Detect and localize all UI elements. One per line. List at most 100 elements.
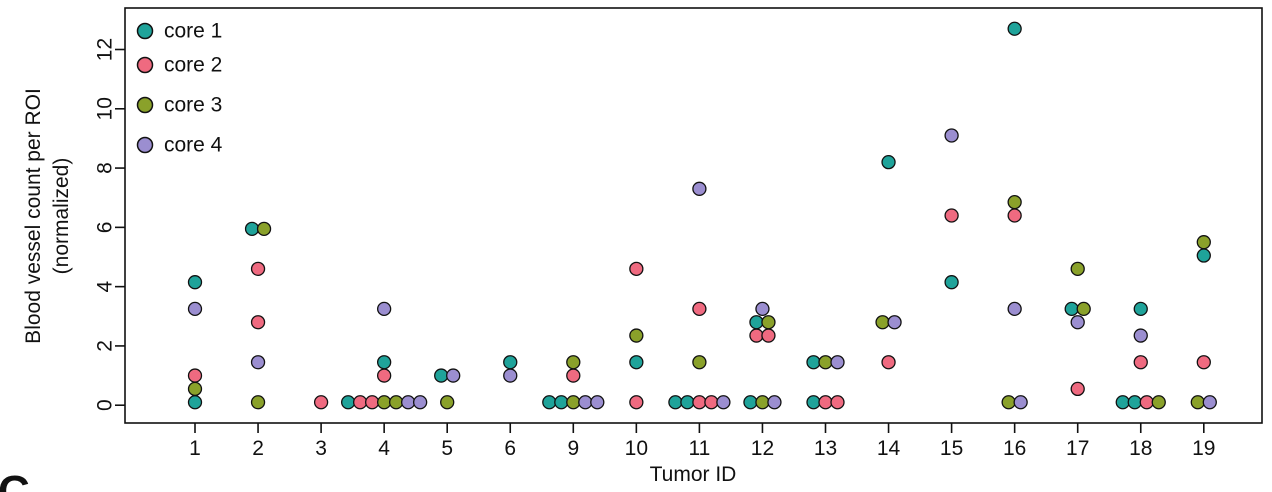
data-point-core-1	[503, 355, 518, 370]
data-point-core-1	[806, 355, 821, 370]
data-point-core-3	[440, 395, 455, 410]
data-point-core-2	[629, 395, 644, 410]
data-point-core-1	[244, 221, 260, 236]
data-point-core-2	[818, 395, 833, 410]
legend-marker	[136, 56, 154, 74]
data-point-core-3	[692, 355, 707, 370]
data-point-core-1	[434, 368, 449, 383]
data-point-core-1	[944, 275, 959, 290]
data-point-core-1	[806, 395, 821, 410]
panel-letter: C	[0, 467, 30, 492]
data-point-core-2	[566, 368, 581, 383]
data-point-core-3	[1196, 235, 1211, 250]
data-point-core-4	[412, 395, 428, 410]
x-tick-label: 2	[252, 437, 264, 460]
data-point-core-3	[755, 395, 770, 410]
data-point-core-1	[1133, 301, 1148, 317]
y-tick-label: 6	[94, 222, 117, 234]
data-points	[187, 21, 1217, 410]
data-point-core-3	[818, 355, 833, 370]
data-point-core-3	[256, 221, 272, 236]
x-tick-label: 3	[315, 437, 327, 460]
data-point-core-3	[1001, 395, 1016, 410]
data-point-core-4	[887, 315, 902, 330]
data-point-core-2	[364, 395, 380, 410]
x-tick-label: 5	[441, 437, 453, 460]
data-point-core-2	[944, 208, 959, 223]
data-point-core-2	[692, 395, 707, 410]
data-point-core-1	[554, 395, 569, 410]
data-point-core-1	[881, 154, 896, 170]
data-point-core-2	[1133, 355, 1148, 370]
data-point-core-2	[1139, 395, 1154, 410]
data-point-core-4	[1013, 395, 1028, 410]
x-tick-label: 13	[814, 437, 837, 460]
data-point-core-2	[749, 328, 764, 343]
x-axis-title: Tumor ID	[650, 463, 737, 486]
data-point-core-3	[1070, 261, 1085, 277]
data-point-core-1	[629, 355, 644, 370]
x-tick-label: 10	[625, 437, 648, 460]
data-point-core-4	[590, 395, 605, 410]
data-point-core-1	[1064, 301, 1079, 317]
data-point-core-3	[875, 315, 890, 330]
data-point-core-3	[250, 395, 266, 410]
data-point-core-4	[1007, 301, 1022, 317]
legend: core 1 core 2 core 3 core 4	[136, 20, 223, 157]
data-point-core-3	[566, 395, 581, 410]
x-tick-label: 6	[504, 437, 516, 460]
data-point-core-3	[1190, 395, 1205, 410]
y-tick-label: 0	[94, 399, 117, 411]
x-tick-label: 1	[189, 437, 201, 460]
data-point-core-4	[503, 368, 518, 383]
data-point-core-1	[376, 355, 392, 370]
data-point-core-3	[629, 328, 644, 343]
data-point-core-1	[542, 395, 557, 410]
data-point-core-2	[352, 395, 368, 410]
data-point-core-2	[761, 328, 776, 343]
legend-marker	[136, 22, 154, 40]
data-point-core-3	[761, 315, 776, 330]
x-tick-label: 17	[1066, 437, 1089, 460]
plot-frame	[124, 7, 1263, 424]
y-tick-label: 2	[94, 340, 117, 352]
legend-marker	[136, 136, 154, 154]
data-point-core-3	[1151, 395, 1166, 410]
data-point-core-3	[566, 355, 581, 370]
data-point-core-1	[1127, 395, 1142, 410]
data-point-core-3	[1076, 301, 1091, 317]
data-point-core-1	[187, 275, 203, 290]
data-point-core-4	[250, 355, 266, 370]
data-point-core-1	[340, 395, 356, 410]
y-tick-label: 8	[94, 162, 117, 174]
data-point-core-1	[668, 395, 683, 410]
data-point-core-4	[716, 395, 731, 410]
x-tick-label: 19	[1192, 437, 1215, 460]
legend-label: core 4	[164, 134, 223, 157]
y-axis-title-line2: (normalized)	[50, 158, 73, 275]
data-point-core-2	[692, 301, 707, 317]
x-tick-label: 14	[877, 437, 901, 460]
data-point-core-2	[313, 395, 329, 410]
data-point-core-4	[830, 355, 845, 370]
legend-marker	[136, 96, 154, 114]
data-point-core-4	[187, 301, 203, 317]
data-point-core-4	[1202, 395, 1217, 410]
data-point-core-3	[376, 395, 392, 410]
data-point-core-2	[1070, 381, 1085, 397]
data-point-core-2	[1007, 208, 1022, 223]
y-tick-label: 4	[94, 280, 117, 292]
data-point-core-2	[250, 315, 266, 330]
x-tick-label: 18	[1129, 437, 1152, 460]
data-point-core-2	[881, 355, 896, 370]
x-tick-label: 4	[378, 437, 390, 460]
data-point-core-3	[388, 395, 404, 410]
legend-label: core 3	[164, 94, 222, 117]
data-point-core-1	[187, 395, 203, 410]
data-point-core-1	[680, 395, 695, 410]
data-point-core-2	[704, 395, 719, 410]
data-point-core-3	[1007, 195, 1022, 210]
data-point-core-4	[578, 395, 593, 410]
data-point-core-2	[376, 368, 392, 383]
